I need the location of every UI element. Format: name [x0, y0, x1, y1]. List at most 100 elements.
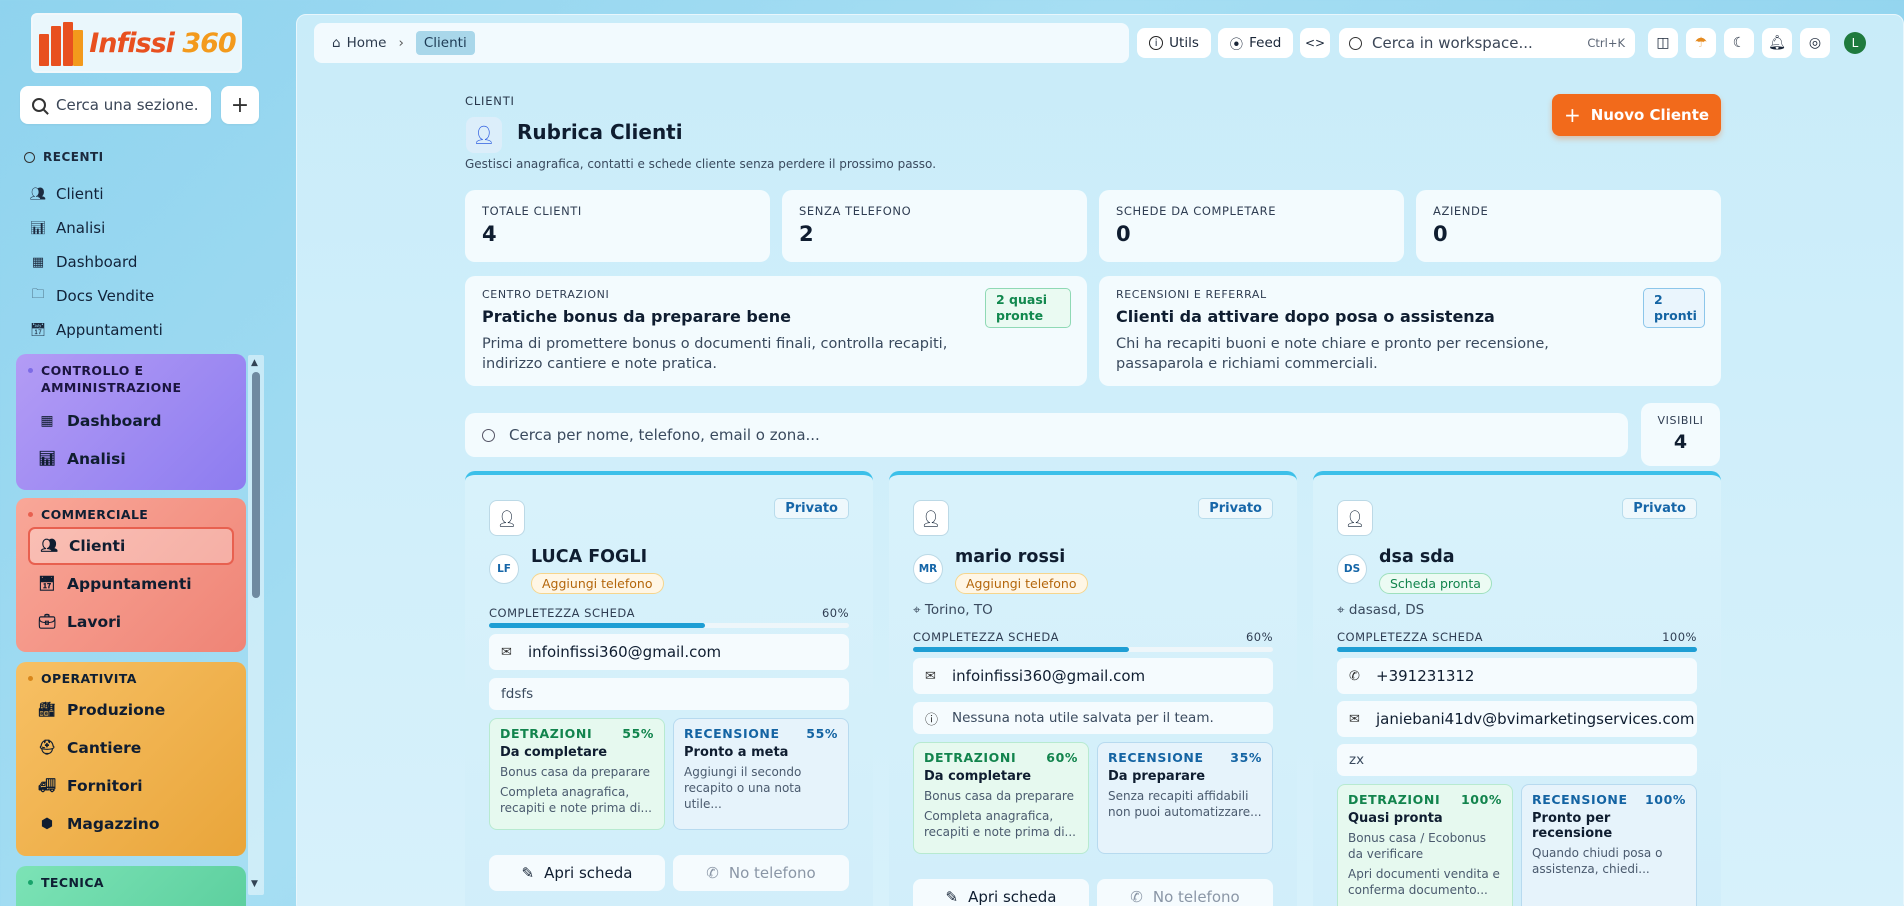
open-card-button[interactable]: ✎ Apri scheda: [913, 879, 1089, 906]
avatar[interactable]: L: [1844, 32, 1866, 54]
panel-label: RECENSIONI E REFERRAL: [1116, 288, 1267, 301]
completeness-value: 60%: [1245, 630, 1273, 644]
logo-text: Infissi 360: [89, 27, 236, 59]
sidebar-item-fornitori[interactable]: 🚚︎ Fornitori: [28, 767, 234, 805]
client-note-text: fdsfs: [501, 686, 534, 702]
call-label: No telefono: [728, 864, 816, 882]
client-card[interactable]: 👤︎ Privato DS dsa sda Scheda pronta ⌖ da…: [1313, 471, 1721, 906]
code-icon: <>: [1304, 36, 1326, 50]
client-tag[interactable]: Aggiungi telefono: [955, 573, 1088, 594]
client-email[interactable]: ✉ infoinfissi360@gmail.com: [913, 658, 1273, 694]
notifications-button[interactable]: 🔔︎: [1762, 28, 1792, 58]
sidebar-item-label: Produzione: [67, 701, 166, 719]
user-icon: 👤︎: [489, 500, 525, 536]
sidebar-item-label: Appuntamenti: [67, 575, 192, 593]
sidebar-item-lavori[interactable]: 💼︎ Lavori: [28, 603, 234, 641]
dark-mode-button[interactable]: ☾: [1724, 28, 1754, 58]
sidebar-item-label: Clienti: [69, 537, 126, 555]
detrazioni-box[interactable]: DETRAZIONI 55% Da completare Bonus casa d…: [489, 718, 665, 830]
client-initials: MR: [913, 554, 943, 584]
sidebar-item-label: Analisi: [67, 450, 126, 468]
add-section-button[interactable]: +: [221, 86, 259, 124]
workspace-search-placeholder: Cerca in workspace...: [1372, 34, 1533, 52]
recensione-box[interactable]: RECENSIONE 55% Pronto a meta Aggiungi il …: [673, 718, 849, 830]
client-email-text: infoinfissi360@gmail.com: [952, 667, 1146, 685]
call-button[interactable]: ✆ No telefono: [1097, 879, 1273, 906]
recent-item-clienti[interactable]: 👥︎ Clienti: [30, 177, 163, 211]
recensione-box[interactable]: RECENSIONE 100% Pronto per recensione Qua…: [1521, 784, 1697, 906]
recent-item-appuntamenti[interactable]: 📅︎ Appuntamenti: [30, 313, 163, 347]
client-note: ⓘ Nessuna nota utile salvata per il team.: [913, 702, 1273, 734]
sidebar-item-appuntamenti[interactable]: 📅︎ Appuntamenti: [28, 565, 234, 603]
new-client-button[interactable]: + Nuovo Cliente: [1552, 94, 1721, 136]
group-title: CONTROLLO E AMMINISTRAZIONE: [28, 362, 234, 396]
sidebar-item-label: Fornitori: [67, 777, 143, 795]
mini-status: Pronto per recensione: [1532, 811, 1613, 841]
layout-toggle-button[interactable]: ◫: [1648, 28, 1678, 58]
client-card[interactable]: 👤︎ Privato MR mario rossi Aggiungi telef…: [889, 471, 1297, 906]
client-search-input[interactable]: Cerca per nome, telefono, email o zona..…: [465, 413, 1628, 457]
edit-icon: ✎: [521, 864, 535, 882]
sidebar-item-clienti[interactable]: 👥︎ Clienti: [28, 527, 234, 565]
breadcrumb-current[interactable]: Clienti: [415, 31, 475, 55]
truck-icon: 🚚︎: [38, 778, 56, 794]
client-email-text: infoinfissi360@gmail.com: [528, 643, 722, 661]
sidebar-item-label: Magazzino: [67, 815, 160, 833]
client-search-placeholder: Cerca per nome, telefono, email o zona..…: [509, 426, 820, 444]
stat-value: 4: [482, 222, 497, 246]
grid-icon: ▦: [40, 413, 54, 429]
sidebar-scrollbar-thumb[interactable]: [252, 372, 260, 598]
recensione-box[interactable]: RECENSIONE 35% Da preparare Senza recapit…: [1097, 742, 1273, 854]
group-operativita: OPERATIVITA 🏭︎ Produzione ⛑︎ Cantiere 🚚︎ Fo…: [16, 662, 246, 856]
app-logo[interactable]: Infissi 360: [31, 13, 242, 73]
client-email[interactable]: ✉ infoinfissi360@gmail.com: [489, 634, 849, 670]
utils-button[interactable]: i Utils: [1137, 28, 1211, 58]
grid-icon: ▦: [31, 254, 45, 270]
stat-card: SENZA TELEFONO 2: [782, 190, 1087, 262]
sidebar-item-analisi[interactable]: 📊︎ Analisi: [28, 440, 234, 478]
utils-label: Utils: [1169, 35, 1199, 51]
section-search-input[interactable]: Cerca una sezione.: [20, 86, 211, 124]
open-card-button[interactable]: ✎ Apri scheda: [489, 855, 665, 891]
sidebar-item-dashboard[interactable]: ▦ Dashboard: [28, 402, 234, 440]
sidebar-item-produzione[interactable]: 🏭︎ Produzione: [28, 691, 234, 729]
mascot-button[interactable]: ☂: [1686, 28, 1716, 58]
client-card[interactable]: 👤︎ Privato LF LUCA FOGLI Aggiungi telefo…: [465, 471, 873, 906]
logo-mark-icon: [37, 20, 85, 66]
sidebar-item-magazzino[interactable]: ⬢ Magazzino: [28, 805, 234, 843]
mini-desc: Bonus casa da preparare: [500, 765, 650, 779]
recent-item-dashboard[interactable]: ▦ Dashboard: [30, 245, 163, 279]
workspace-search-input[interactable]: Cerca in workspace... Ctrl+K: [1339, 28, 1635, 58]
briefcase-icon: 💼︎: [38, 614, 56, 630]
client-tag[interactable]: Aggiungi telefono: [531, 573, 664, 594]
mini-pct: 35%: [1230, 750, 1262, 765]
recent-item-analisi[interactable]: 📊︎ Analisi: [30, 211, 163, 245]
help-button[interactable]: ◎: [1800, 28, 1830, 58]
sidebar-item-cantiere[interactable]: ⛑︎ Cantiere: [28, 729, 234, 767]
client-type-badge: Privato: [774, 498, 849, 519]
call-label: No telefono: [1152, 888, 1240, 906]
scroll-up-icon[interactable]: ▲: [251, 358, 258, 368]
helmet-icon: ⛑︎: [38, 740, 56, 756]
stat-card: AZIENDE 0: [1416, 190, 1721, 262]
detrazioni-box[interactable]: DETRAZIONI 100% Quasi pronta Bonus casa /…: [1337, 784, 1513, 906]
client-email[interactable]: ✉ janiebani41dv@bvimarketingservices.com: [1337, 701, 1697, 737]
code-button[interactable]: <>: [1300, 28, 1330, 58]
mini-status: Da preparare: [1108, 769, 1206, 784]
client-phone[interactable]: ✆ +391231312: [1337, 658, 1697, 694]
status-badge: 2 quasi pronte: [985, 288, 1071, 328]
detrazioni-box[interactable]: DETRAZIONI 60% Da completare Bonus casa d…: [913, 742, 1089, 854]
chart-icon: 📊︎: [38, 451, 56, 467]
call-button[interactable]: ✆ No telefono: [673, 855, 849, 891]
feed-button[interactable]: ⦿ Feed: [1218, 28, 1293, 58]
search-shortcut: Ctrl+K: [1587, 36, 1625, 50]
section-search-placeholder: Cerca una sezione.: [56, 96, 199, 114]
status-badge: 2 pronti: [1643, 288, 1705, 328]
completeness-row: COMPLETEZZA SCHEDA 60%: [913, 630, 1273, 644]
breadcrumb-home[interactable]: ⌂ Home: [332, 35, 386, 51]
scroll-down-icon[interactable]: ▼: [251, 879, 258, 889]
completeness-value: 60%: [821, 606, 849, 620]
client-type-badge: Privato: [1622, 498, 1697, 519]
info-icon: i: [1149, 36, 1164, 50]
recent-item-docs-vendite[interactable]: 🗀︎ Docs Vendite: [30, 279, 163, 313]
